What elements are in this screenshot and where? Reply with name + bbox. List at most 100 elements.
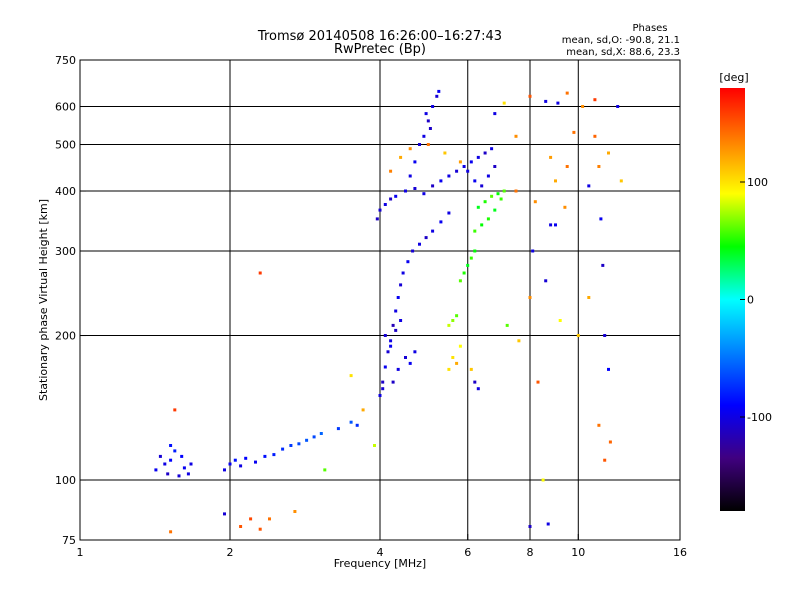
scatter-point — [166, 472, 170, 476]
scatter-point — [394, 328, 398, 332]
scatter-point — [603, 334, 607, 337]
scatter-point — [458, 344, 462, 348]
scatter-point — [293, 510, 297, 513]
scatter-point — [254, 460, 257, 464]
scatter-point — [281, 447, 285, 451]
scatter-point — [189, 462, 193, 466]
scatter-point — [223, 512, 226, 516]
y-axis-label: Stationary phase Virtual Height [km] — [37, 199, 50, 401]
scatter-point — [389, 169, 393, 173]
scatter-point — [462, 165, 466, 168]
scatter-point — [514, 189, 518, 193]
scatter-point — [558, 319, 562, 322]
scatter-point — [389, 197, 393, 201]
scatter-point — [258, 527, 262, 531]
scatter-point — [476, 387, 480, 391]
scatter-point — [473, 179, 477, 183]
scatter-point — [616, 105, 620, 108]
scatter-point — [169, 444, 173, 447]
scatter-point — [528, 94, 532, 98]
scatter-point — [383, 203, 387, 206]
scatter-point — [486, 174, 490, 178]
scatter-point — [349, 420, 353, 424]
scatter-point — [607, 367, 610, 371]
scatter-point — [473, 380, 477, 384]
scatter-point — [272, 453, 276, 457]
scatter-point — [418, 143, 421, 146]
scatter-point — [576, 334, 580, 337]
x-tick-label: 2 — [227, 546, 234, 559]
y-tick-label: 75 — [62, 534, 76, 547]
scatter-point — [404, 189, 407, 193]
scatter-point — [563, 205, 567, 209]
scatter-point — [619, 179, 623, 183]
scatter-point — [223, 468, 226, 472]
x-tick-label: 16 — [673, 546, 687, 559]
scatter-point — [173, 449, 177, 453]
scatter-point — [431, 229, 435, 233]
scatter-point — [394, 194, 398, 198]
scatter-point — [399, 319, 403, 322]
y-tick-label: 100 — [55, 474, 76, 487]
scatter-point — [381, 387, 385, 391]
scatter-point — [413, 350, 417, 354]
scatter-point — [469, 367, 473, 371]
scatter-point — [439, 179, 443, 183]
scatter-point — [186, 472, 190, 476]
x-tick-labels: 1 2 4 6 8 10 16 — [77, 534, 687, 559]
scatter-point — [587, 296, 591, 299]
scatter-point — [424, 112, 428, 116]
scatter-point — [502, 101, 506, 105]
scatter-point — [173, 408, 177, 412]
scatter-point — [480, 184, 484, 188]
scatter-point — [383, 334, 387, 337]
scatter-point — [355, 423, 359, 427]
scatter-point — [406, 260, 410, 264]
grid-lines — [80, 60, 680, 540]
scatter-point — [404, 356, 407, 359]
scatter-point — [483, 151, 487, 155]
scatter-point — [493, 208, 497, 212]
scatter-point — [544, 99, 548, 103]
scatter-point — [587, 184, 591, 188]
scatter-point — [493, 165, 497, 168]
scatter-point — [408, 147, 412, 151]
scatter-point — [244, 456, 248, 460]
scatter-point — [544, 279, 548, 283]
scatter-point — [258, 271, 262, 275]
scatter-point — [263, 454, 267, 458]
scatter-point — [556, 101, 560, 105]
scatter-point — [455, 361, 459, 365]
scatter-point — [490, 194, 494, 198]
scatter-point — [451, 319, 455, 322]
x-tick-label: 4 — [377, 546, 384, 559]
scatter-point — [455, 314, 459, 318]
scatter-point — [502, 189, 506, 193]
y-tick-label: 200 — [55, 330, 76, 343]
scatter-point — [158, 454, 162, 458]
scatter-point — [401, 271, 405, 275]
scatter-point — [593, 98, 597, 102]
scatter-point — [312, 435, 316, 439]
scatter-point — [239, 464, 243, 468]
scatter-point — [422, 134, 426, 138]
scatter-point — [375, 217, 379, 221]
scatter-point — [169, 458, 173, 462]
scatter-point — [554, 179, 557, 183]
scatter-point — [451, 356, 455, 359]
scatter-point — [499, 197, 503, 201]
chart-subtitle: RwPretec (Bp) — [334, 42, 426, 57]
scatter-point — [565, 91, 569, 95]
scatter-point — [163, 462, 167, 466]
scatter-point — [447, 323, 451, 327]
scatter-point — [572, 130, 576, 134]
scatter-point — [418, 242, 421, 246]
scatter-point — [447, 211, 451, 215]
scatter-point — [297, 442, 301, 446]
scatter-point — [601, 263, 605, 267]
scatter-point — [458, 279, 462, 283]
scatter-point — [554, 223, 557, 227]
scatter-point — [549, 155, 553, 159]
scatter-point — [268, 517, 271, 521]
